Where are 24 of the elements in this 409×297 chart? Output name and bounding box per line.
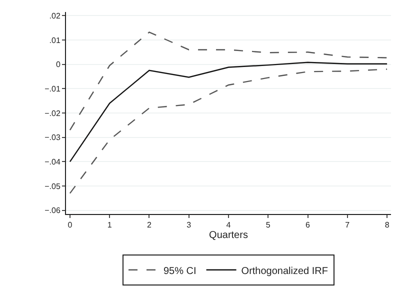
y-tick-label: −.04 <box>44 157 61 166</box>
x-tick-label: 3 <box>186 220 192 230</box>
x-tick-label: 0 <box>68 220 73 230</box>
x-tick-label: 8 <box>384 220 390 230</box>
x-tick-label: 5 <box>266 220 271 230</box>
y-tick-label: −.05 <box>44 182 61 191</box>
y-tick-label: .01 <box>49 36 61 45</box>
x-tick-label: 1 <box>107 220 112 230</box>
line-series <box>69 62 388 162</box>
legend-label: Orthogonalized IRF <box>241 266 328 277</box>
y-tick-label: −.06 <box>44 206 61 216</box>
y-tick-label: −.03 <box>44 133 61 142</box>
x-tick-label: 6 <box>306 220 311 230</box>
y-tick-label: 0 <box>56 60 61 70</box>
y-tick-label: −.01 <box>44 84 61 94</box>
x-tick-label: 2 <box>147 220 152 230</box>
y-tick-label: .02 <box>49 11 61 20</box>
x-axis-title: Quarters <box>209 230 248 242</box>
x-tick-label: 4 <box>226 220 232 230</box>
x-tick-label: 7 <box>345 220 350 230</box>
legend-label: 95% CI <box>164 266 196 277</box>
line-series <box>69 68 388 194</box>
line-series <box>69 32 388 131</box>
y-tick-label: −.02 <box>44 108 61 118</box>
